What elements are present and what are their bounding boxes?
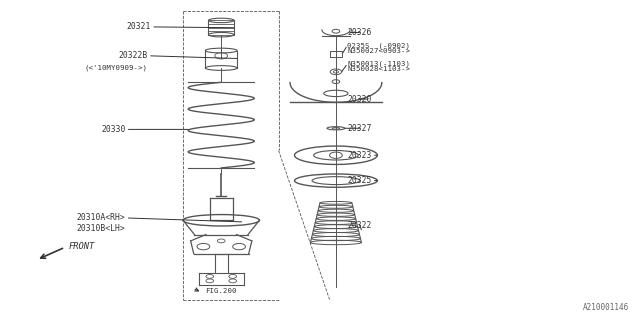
Text: 20310A<RH>: 20310A<RH> <box>77 212 242 222</box>
Text: A210001146: A210001146 <box>583 303 629 312</box>
Text: 20322: 20322 <box>348 220 372 230</box>
Text: 20320: 20320 <box>348 95 372 104</box>
Text: 20310B<LH>: 20310B<LH> <box>77 224 125 233</box>
Text: 20326: 20326 <box>348 28 372 37</box>
Text: 20327: 20327 <box>345 124 372 133</box>
Text: 20330: 20330 <box>101 125 188 134</box>
Text: FIG.200: FIG.200 <box>205 288 237 294</box>
Text: N350027<0903->: N350027<0903-> <box>348 48 410 54</box>
Text: FRONT: FRONT <box>68 242 95 251</box>
Text: N350028<1103->: N350028<1103-> <box>348 66 410 72</box>
Text: 0235S  (-0902): 0235S (-0902) <box>348 43 410 49</box>
Text: 20323: 20323 <box>348 151 378 160</box>
Text: 20325: 20325 <box>348 176 378 185</box>
Text: 20322B: 20322B <box>118 51 237 60</box>
Text: 20321: 20321 <box>127 22 234 31</box>
Text: (<'10MY0909->): (<'10MY0909->) <box>85 65 148 71</box>
Text: N350013(-1103): N350013(-1103) <box>348 60 410 67</box>
